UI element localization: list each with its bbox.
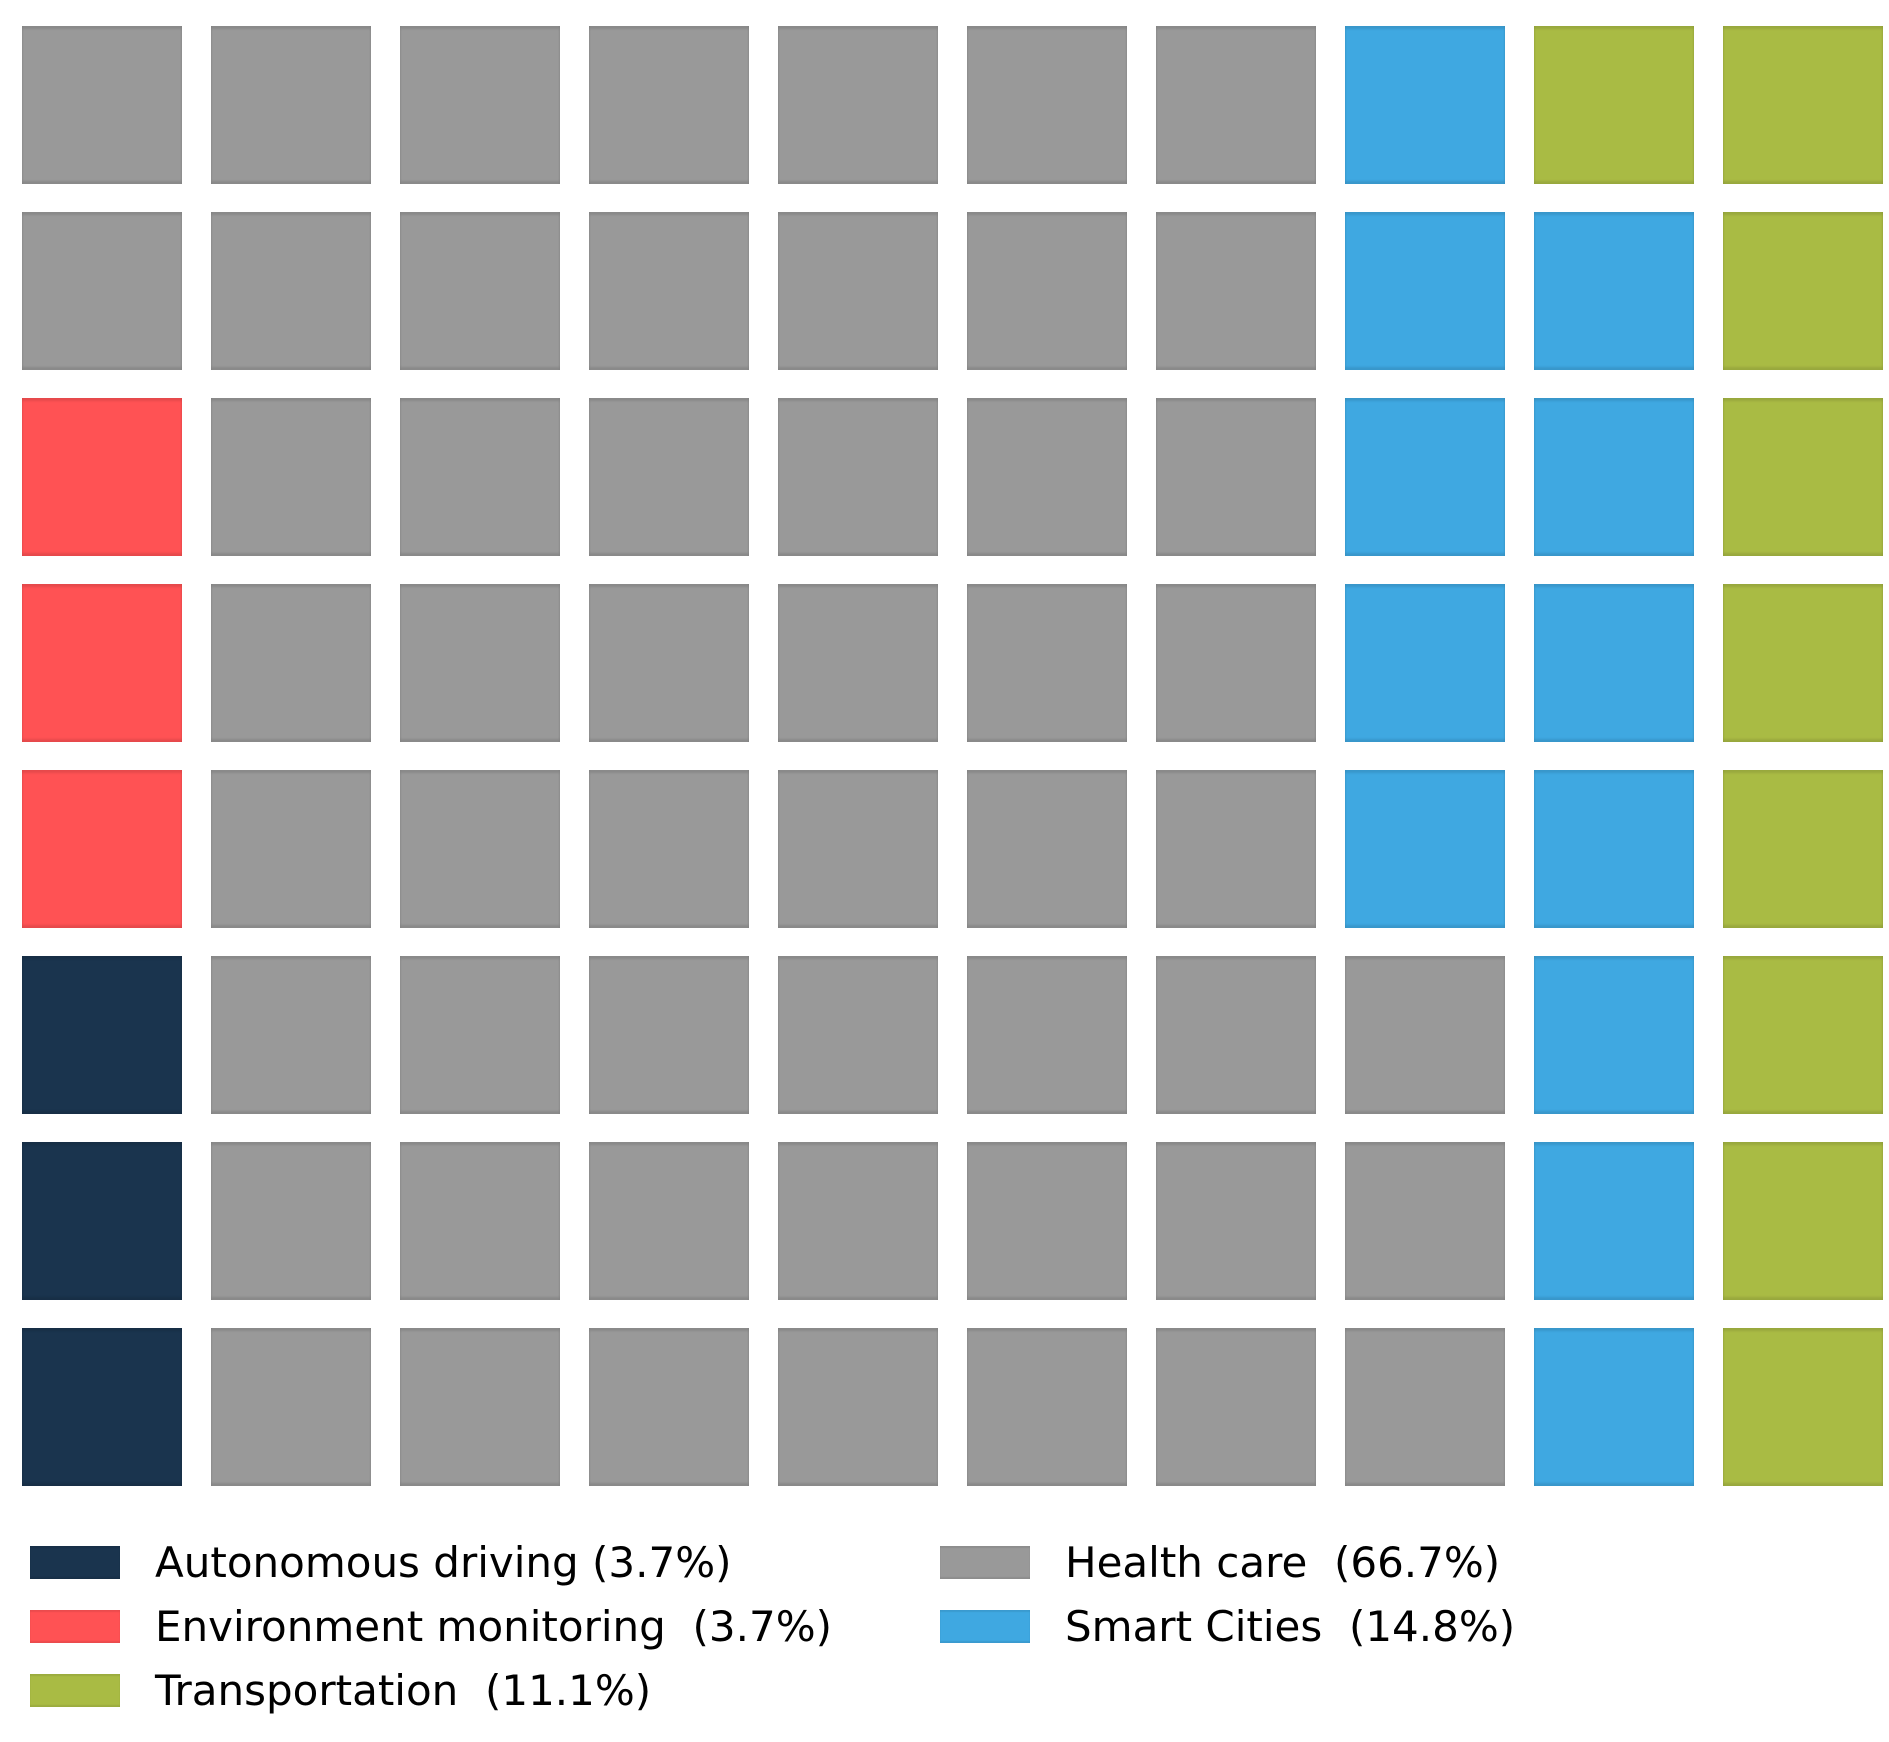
waffle-cell-health <box>1345 1328 1505 1486</box>
legend-label-transportation: Transportation (11.1%) <box>155 1665 652 1715</box>
waffle-cell-health <box>778 584 938 742</box>
legend-label-autonomous: Autonomous driving (3.7%) <box>155 1537 732 1587</box>
waffle-cell-transportation <box>1534 26 1694 184</box>
legend-item-health: Health care (66.7%) <box>940 1541 1515 1583</box>
waffle-cell-health <box>400 770 560 928</box>
waffle-cell-smart <box>1345 770 1505 928</box>
waffle-cell-health <box>211 1142 371 1300</box>
waffle-cell-transportation <box>1723 956 1883 1114</box>
legend-item-transportation: Transportation (11.1%) <box>30 1669 832 1711</box>
waffle-cell-environment <box>22 770 182 928</box>
waffle-cell-health <box>967 26 1127 184</box>
waffle-cell-health <box>778 26 938 184</box>
waffle-cell-health <box>400 212 560 370</box>
waffle-cell-health <box>400 26 560 184</box>
waffle-cell-smart <box>1534 956 1694 1114</box>
waffle-cell-health <box>22 26 182 184</box>
waffle-cell-health <box>211 584 371 742</box>
legend-column-right: Health care (66.7%) Smart Cities (14.8%) <box>940 1541 1515 1674</box>
waffle-cell-health <box>1156 584 1316 742</box>
waffle-cell-health <box>1156 770 1316 928</box>
waffle-cell-autonomous <box>22 1328 182 1486</box>
waffle-cell-smart <box>1534 398 1694 556</box>
waffle-cell-health <box>211 26 371 184</box>
waffle-cell-environment <box>22 584 182 742</box>
waffle-cell-smart <box>1345 398 1505 556</box>
waffle-cell-health <box>1156 26 1316 184</box>
waffle-cell-environment <box>22 398 182 556</box>
waffle-cell-health <box>967 1328 1127 1486</box>
waffle-cell-autonomous <box>22 1142 182 1300</box>
waffle-cell-transportation <box>1723 1142 1883 1300</box>
waffle-cell-transportation <box>1723 212 1883 370</box>
waffle-cell-transportation <box>1723 1328 1883 1486</box>
waffle-cell-health <box>211 770 371 928</box>
waffle-cell-smart <box>1534 584 1694 742</box>
waffle-cell-health <box>211 956 371 1114</box>
legend-swatch-autonomous <box>30 1546 120 1579</box>
waffle-cell-health <box>589 770 749 928</box>
legend-item-environment: Environment monitoring (3.7%) <box>30 1605 832 1647</box>
waffle-cell-health <box>1345 1142 1505 1300</box>
legend-item-smart: Smart Cities (14.8%) <box>940 1605 1515 1647</box>
waffle-cell-health <box>967 212 1127 370</box>
waffle-cell-health <box>967 584 1127 742</box>
waffle-cell-health <box>400 584 560 742</box>
waffle-cell-health <box>778 1142 938 1300</box>
waffle-cell-health <box>967 398 1127 556</box>
waffle-cell-health <box>967 956 1127 1114</box>
waffle-cell-health <box>22 212 182 370</box>
waffle-cell-health <box>589 956 749 1114</box>
waffle-cell-smart <box>1534 770 1694 928</box>
waffle-cell-health <box>400 398 560 556</box>
legend-label-environment: Environment monitoring (3.7%) <box>155 1601 832 1651</box>
waffle-cell-health <box>1156 1328 1316 1486</box>
waffle-cell-health <box>778 1328 938 1486</box>
waffle-cell-smart <box>1345 212 1505 370</box>
waffle-cell-health <box>778 956 938 1114</box>
waffle-cell-health <box>589 398 749 556</box>
waffle-cell-transportation <box>1723 398 1883 556</box>
waffle-cell-health <box>967 770 1127 928</box>
waffle-cell-health <box>400 1142 560 1300</box>
waffle-cell-health <box>589 1328 749 1486</box>
waffle-cell-smart <box>1345 26 1505 184</box>
legend-item-autonomous: Autonomous driving (3.7%) <box>30 1541 832 1583</box>
waffle-cell-health <box>589 212 749 370</box>
waffle-cell-health <box>400 1328 560 1486</box>
waffle-cell-health <box>211 398 371 556</box>
waffle-cell-health <box>1156 1142 1316 1300</box>
waffle-cell-smart <box>1345 584 1505 742</box>
waffle-cell-health <box>967 1142 1127 1300</box>
legend-swatch-transportation <box>30 1674 120 1707</box>
waffle-cell-smart <box>1534 1328 1694 1486</box>
waffle-cell-health <box>400 956 560 1114</box>
legend-column-left: Autonomous driving (3.7%) Environment mon… <box>30 1541 832 1738</box>
waffle-cell-smart <box>1534 1142 1694 1300</box>
waffle-cell-health <box>778 398 938 556</box>
waffle-cell-health <box>1156 956 1316 1114</box>
waffle-cell-health <box>1345 956 1505 1114</box>
legend-label-health: Health care (66.7%) <box>1065 1537 1501 1587</box>
waffle-cell-transportation <box>1723 584 1883 742</box>
waffle-cell-health <box>1156 212 1316 370</box>
waffle-cell-health <box>589 1142 749 1300</box>
waffle-cell-health <box>778 770 938 928</box>
waffle-cell-health <box>1156 398 1316 556</box>
waffle-cell-health <box>589 26 749 184</box>
waffle-cell-health <box>211 1328 371 1486</box>
legend-label-smart: Smart Cities (14.8%) <box>1065 1601 1516 1651</box>
legend-swatch-smart <box>940 1610 1030 1643</box>
legend-swatch-health <box>940 1546 1030 1579</box>
waffle-cell-transportation <box>1723 770 1883 928</box>
waffle-cell-autonomous <box>22 956 182 1114</box>
waffle-cell-transportation <box>1723 26 1883 184</box>
legend-swatch-environment <box>30 1610 120 1643</box>
waffle-cell-health <box>778 212 938 370</box>
waffle-grid <box>22 26 1883 1486</box>
waffle-cell-health <box>211 212 371 370</box>
waffle-cell-smart <box>1534 212 1694 370</box>
waffle-cell-health <box>589 584 749 742</box>
